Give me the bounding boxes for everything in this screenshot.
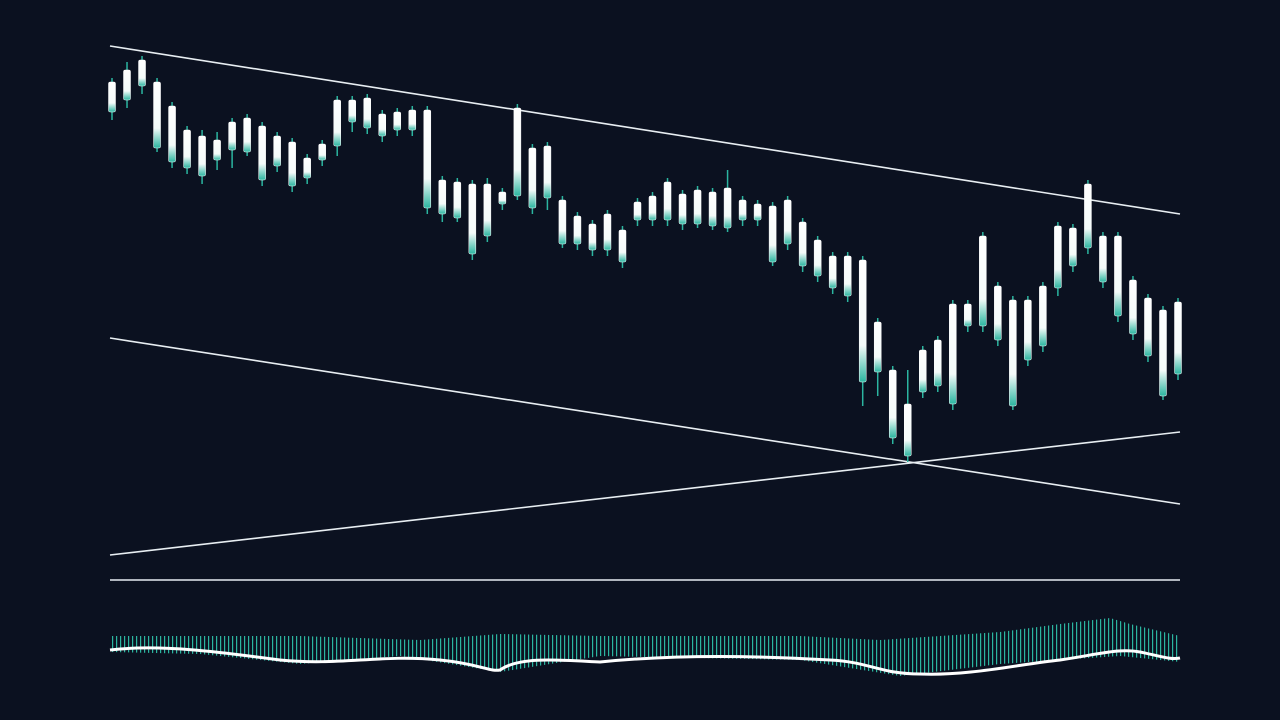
candle-body xyxy=(1009,299,1017,407)
candle-body xyxy=(1084,183,1092,249)
candle-body xyxy=(1159,309,1167,397)
candle-body xyxy=(828,255,837,289)
candle-body xyxy=(1069,227,1077,267)
candle-body xyxy=(1129,279,1137,335)
upper-trend-line xyxy=(109,45,1181,215)
trend-lines xyxy=(109,45,1181,581)
candle-body xyxy=(648,195,657,221)
candle-body xyxy=(843,255,852,297)
oscillator-line xyxy=(109,646,1181,676)
candle-body xyxy=(633,201,642,221)
candle-body xyxy=(363,97,371,129)
candle-body xyxy=(558,199,567,245)
candle-body xyxy=(603,213,612,251)
candle-body xyxy=(423,109,432,209)
candle-body xyxy=(318,143,326,161)
candle-body xyxy=(708,191,717,227)
candle-body xyxy=(1099,235,1107,283)
candle-body xyxy=(964,303,972,327)
candle-body xyxy=(138,59,146,87)
candle-body xyxy=(183,129,191,169)
candle-body xyxy=(498,191,507,205)
candle-body xyxy=(123,69,131,101)
candle-body xyxy=(783,199,792,245)
candle-body xyxy=(333,99,341,147)
candle-body xyxy=(663,181,672,221)
candle-body xyxy=(453,181,462,219)
candle-body xyxy=(768,205,777,263)
candles xyxy=(108,56,1182,462)
candle-body xyxy=(858,259,867,383)
candle-body xyxy=(273,135,281,167)
candle-body xyxy=(693,189,702,225)
candle-body xyxy=(213,139,221,161)
candle-body xyxy=(873,321,882,373)
candle-body xyxy=(468,183,477,255)
candle-body xyxy=(228,121,236,151)
candle-body xyxy=(573,215,582,245)
candle-body xyxy=(168,105,176,163)
candle-body xyxy=(618,229,627,263)
candle-body xyxy=(888,369,897,439)
candle-body xyxy=(393,111,402,131)
candle-body xyxy=(243,117,251,153)
candle-body xyxy=(903,403,912,457)
candle-body xyxy=(798,221,807,267)
candle-body xyxy=(588,223,597,251)
lower-trend-line xyxy=(109,337,1181,505)
candle-body xyxy=(153,81,161,149)
candle-body xyxy=(408,109,417,131)
candle-body xyxy=(1144,297,1152,357)
support-line xyxy=(109,431,1181,556)
candle-body xyxy=(979,235,987,327)
candle-body xyxy=(513,107,522,197)
candle-body xyxy=(1114,235,1122,317)
candle-body xyxy=(1024,299,1032,361)
candle-body xyxy=(438,179,447,215)
candle-body xyxy=(198,135,206,177)
candle-body xyxy=(378,113,387,137)
candle-body xyxy=(1174,301,1182,375)
candle-body xyxy=(753,203,762,221)
candle-body xyxy=(994,285,1002,341)
candle-body xyxy=(348,99,356,123)
candle-body xyxy=(303,157,311,179)
candle-body xyxy=(1039,285,1047,347)
candle-body xyxy=(723,187,732,229)
candle-body xyxy=(288,141,296,187)
candle-body xyxy=(483,183,492,237)
candle-body xyxy=(543,145,552,199)
candle-body xyxy=(528,147,537,209)
candle-body xyxy=(258,125,266,181)
candle-body xyxy=(919,349,927,393)
candle-body xyxy=(934,339,942,387)
candle-body xyxy=(108,81,116,113)
candle-body xyxy=(1054,225,1062,289)
candle-body xyxy=(949,303,957,405)
candle-body xyxy=(678,193,687,225)
candle-body xyxy=(738,199,747,221)
candle-body xyxy=(813,239,822,277)
